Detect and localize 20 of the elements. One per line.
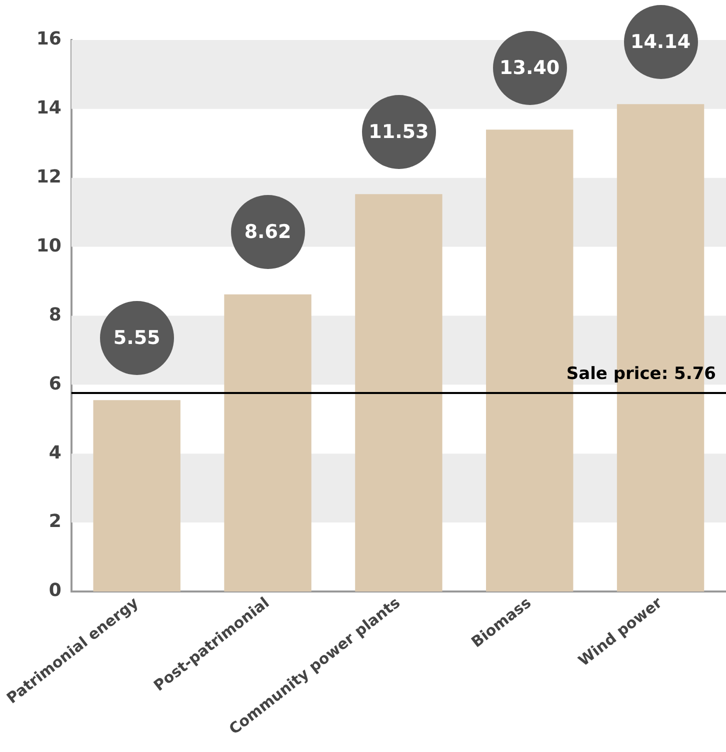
- y-tick-label: 12: [36, 166, 62, 188]
- data-label: 13.40: [500, 56, 560, 79]
- y-tick-label: 8: [48, 304, 62, 326]
- data-label: 14.14: [630, 31, 691, 54]
- y-tick-label: 14: [36, 98, 62, 119]
- data-label: 5.55: [113, 327, 160, 350]
- round-badge: 11.53: [362, 95, 436, 170]
- ref-line-label: Sale price: 5.76: [566, 364, 716, 384]
- data-label: 8.62: [244, 221, 292, 244]
- data-label: 11.53: [368, 121, 429, 144]
- bar: [355, 194, 442, 592]
- y-tick-label: 2: [48, 511, 62, 532]
- round-badge: 14.14: [624, 5, 698, 80]
- bar: [224, 294, 312, 592]
- y-tick-label: 10: [36, 235, 62, 256]
- bar: [93, 400, 180, 592]
- y-tick-label: 0: [48, 580, 62, 602]
- y-tick-label: 6: [48, 373, 62, 394]
- y-tick-label: 16: [36, 28, 62, 50]
- y-tick-label: 4: [48, 442, 62, 464]
